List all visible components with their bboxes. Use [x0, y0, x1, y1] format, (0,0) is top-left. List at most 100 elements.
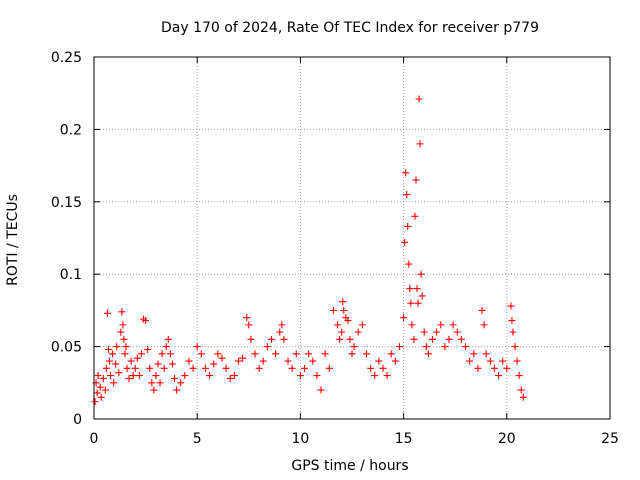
data-point	[418, 292, 426, 300]
data-point	[508, 317, 516, 325]
data-point	[160, 364, 168, 372]
data-point	[321, 350, 329, 358]
data-point	[309, 357, 317, 365]
data-point	[358, 321, 366, 329]
data-point	[509, 328, 517, 336]
data-point	[189, 364, 197, 372]
data-point	[402, 169, 410, 177]
data-point	[210, 360, 218, 368]
data-point	[513, 357, 521, 365]
data-point	[278, 321, 286, 329]
data-point	[348, 350, 356, 358]
data-point	[408, 321, 416, 329]
x-tick-label: 10	[291, 431, 309, 447]
data-point	[405, 260, 413, 268]
data-point	[135, 372, 143, 380]
data-point	[339, 298, 347, 306]
data-point	[113, 343, 121, 351]
data-point	[367, 364, 375, 372]
data-point	[387, 350, 395, 358]
data-point	[410, 335, 418, 343]
x-tick-label: 20	[498, 431, 516, 447]
data-point	[164, 335, 172, 343]
y-tick-label: 0.2	[60, 122, 82, 138]
data-point	[478, 306, 486, 314]
data-point	[403, 191, 411, 199]
data-point	[480, 321, 488, 329]
data-point	[156, 379, 164, 387]
data-point	[93, 389, 101, 397]
data-point	[234, 357, 242, 365]
data-point	[416, 140, 424, 148]
data-point	[346, 335, 354, 343]
data-point	[325, 364, 333, 372]
data-point	[462, 343, 470, 351]
x-tick-label: 0	[90, 431, 99, 447]
data-point	[206, 372, 214, 380]
data-point	[507, 302, 515, 310]
data-point	[168, 360, 176, 368]
data-point	[107, 372, 115, 380]
data-point	[193, 343, 201, 351]
data-point	[354, 328, 362, 336]
data-point	[515, 372, 523, 380]
data-point	[177, 379, 185, 387]
grid-lines	[94, 57, 610, 419]
data-point	[511, 343, 519, 351]
data-point	[247, 335, 255, 343]
data-point	[415, 95, 423, 103]
data-point	[424, 350, 432, 358]
data-point	[102, 364, 110, 372]
data-point	[407, 299, 415, 307]
data-point	[317, 386, 325, 394]
data-point	[329, 306, 337, 314]
data-point	[449, 321, 457, 329]
data-point	[268, 335, 276, 343]
data-point	[214, 350, 222, 358]
data-point	[414, 299, 422, 307]
y-tick-label: 0.15	[51, 195, 82, 211]
data-point	[296, 372, 304, 380]
data-point	[115, 369, 123, 377]
y-tick-label: 0.05	[51, 340, 82, 356]
data-point	[280, 335, 288, 343]
data-point	[445, 335, 453, 343]
data-point	[344, 317, 352, 325]
data-point	[474, 364, 482, 372]
data-point	[413, 285, 421, 293]
data-point	[112, 360, 120, 368]
axis-ticks: 0 5 10 15 20 25 0 0.05 0.1 0.15 0.2 0.25	[51, 50, 619, 447]
data-point	[101, 386, 109, 394]
plot-frame	[93, 56, 611, 420]
data-point	[340, 306, 348, 314]
data-point	[428, 335, 436, 343]
data-point	[417, 270, 425, 278]
data-point	[119, 321, 127, 329]
data-point	[255, 364, 263, 372]
data-point	[422, 343, 430, 351]
data-point	[133, 354, 141, 362]
data-point	[503, 364, 511, 372]
data-point	[129, 372, 137, 380]
data-point	[118, 308, 126, 316]
data-point	[371, 372, 379, 380]
data-point	[127, 357, 135, 365]
data-point	[123, 364, 131, 372]
data-point	[105, 357, 113, 365]
data-point	[404, 222, 412, 230]
data-point	[96, 383, 104, 391]
data-point	[362, 350, 370, 358]
data-point	[470, 350, 478, 358]
data-point	[338, 328, 346, 336]
y-tick-label: 0	[73, 412, 82, 428]
data-point	[239, 354, 247, 362]
data-point	[259, 357, 267, 365]
data-point	[125, 374, 133, 382]
data-point	[400, 314, 408, 322]
data-point	[406, 285, 414, 293]
data-point	[104, 345, 112, 353]
data-point	[94, 372, 102, 380]
data-point	[499, 357, 507, 365]
data-point	[148, 379, 156, 387]
